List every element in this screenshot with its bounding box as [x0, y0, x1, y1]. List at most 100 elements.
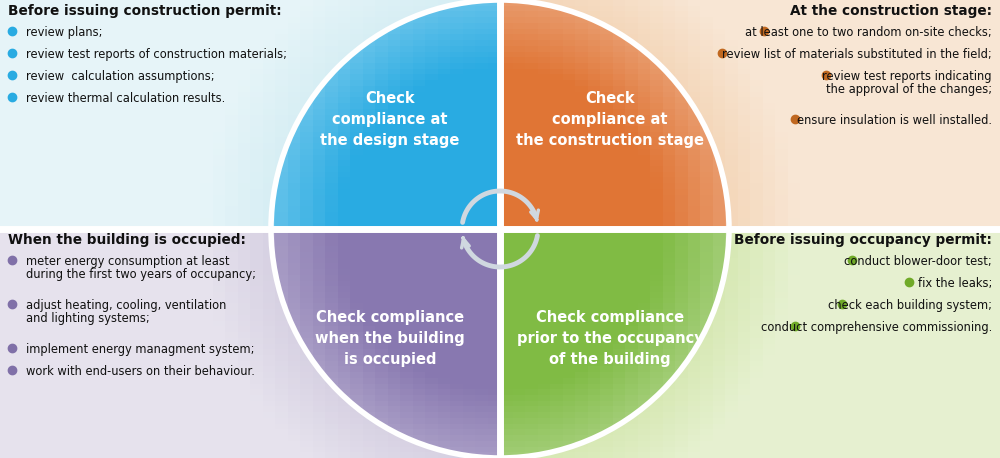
Bar	[612, 52, 625, 57]
Bar	[212, 366, 225, 372]
Bar	[925, 418, 938, 424]
Bar	[812, 143, 825, 149]
Bar	[900, 229, 912, 235]
Bar	[775, 361, 788, 366]
Bar	[175, 40, 188, 46]
Bar	[288, 103, 300, 109]
Bar	[188, 321, 200, 327]
Bar	[150, 166, 162, 172]
Bar	[75, 286, 88, 292]
Bar	[375, 441, 388, 447]
Bar	[800, 257, 812, 263]
Bar	[925, 212, 938, 218]
Bar	[88, 407, 100, 412]
Bar	[638, 46, 650, 52]
Bar	[975, 132, 988, 137]
Bar	[950, 0, 962, 6]
Bar	[763, 315, 775, 321]
Bar	[200, 137, 212, 143]
Bar	[75, 6, 88, 11]
Bar	[425, 40, 438, 46]
Bar	[150, 321, 162, 327]
Bar	[475, 412, 488, 418]
Bar	[50, 183, 62, 189]
Bar	[600, 11, 612, 17]
Bar	[62, 201, 75, 206]
Bar	[800, 178, 812, 183]
Bar	[888, 327, 900, 332]
Bar	[925, 304, 938, 309]
Bar	[488, 418, 500, 424]
Bar	[938, 28, 950, 34]
Bar	[125, 280, 138, 286]
Bar	[950, 372, 962, 378]
Bar	[662, 80, 675, 86]
Bar	[775, 395, 788, 401]
Bar	[275, 252, 288, 257]
Bar	[962, 126, 975, 132]
Bar	[512, 441, 525, 447]
Bar	[925, 149, 938, 155]
Bar	[688, 17, 700, 23]
Bar	[700, 155, 712, 160]
Bar	[662, 447, 675, 453]
Bar	[800, 34, 812, 40]
Bar	[188, 160, 200, 166]
Bar	[362, 418, 375, 424]
Bar	[962, 132, 975, 137]
Bar	[850, 269, 862, 275]
Bar	[975, 401, 988, 407]
Bar	[838, 298, 850, 304]
Bar	[262, 109, 275, 114]
Bar	[725, 17, 738, 23]
Bar	[775, 28, 788, 34]
Bar	[338, 344, 350, 349]
Bar	[125, 137, 138, 143]
Bar	[312, 424, 325, 430]
Bar	[638, 407, 650, 412]
Bar	[725, 430, 738, 435]
Bar	[325, 183, 338, 189]
Bar	[763, 344, 775, 349]
Bar	[750, 75, 763, 80]
Bar	[325, 143, 338, 149]
Bar	[938, 69, 950, 75]
Bar	[825, 453, 838, 458]
Bar	[12, 389, 25, 395]
Bar	[825, 0, 838, 6]
Bar	[75, 269, 88, 275]
Bar	[750, 246, 763, 252]
Bar	[112, 69, 125, 75]
Bar	[325, 137, 338, 143]
Bar	[975, 143, 988, 149]
Bar	[325, 28, 338, 34]
Bar	[188, 57, 200, 63]
Bar	[625, 23, 638, 28]
Bar	[112, 120, 125, 126]
Bar	[800, 98, 812, 103]
Bar	[325, 435, 338, 441]
Bar	[712, 52, 725, 57]
Bar	[12, 246, 25, 252]
Bar	[425, 11, 438, 17]
Bar	[0, 257, 12, 263]
Bar	[900, 263, 912, 269]
Bar	[362, 321, 375, 327]
Bar	[275, 28, 288, 34]
Bar	[925, 218, 938, 224]
Bar	[638, 69, 650, 75]
Bar	[938, 378, 950, 384]
Bar	[238, 435, 250, 441]
Bar	[50, 280, 62, 286]
Bar	[900, 366, 912, 372]
Bar	[300, 292, 312, 298]
Bar	[812, 75, 825, 80]
Bar	[388, 80, 400, 86]
Bar	[138, 412, 150, 418]
Bar	[725, 372, 738, 378]
Bar	[763, 0, 775, 6]
Bar	[338, 75, 350, 80]
Bar	[925, 401, 938, 407]
Bar	[712, 441, 725, 447]
Bar	[725, 195, 738, 201]
